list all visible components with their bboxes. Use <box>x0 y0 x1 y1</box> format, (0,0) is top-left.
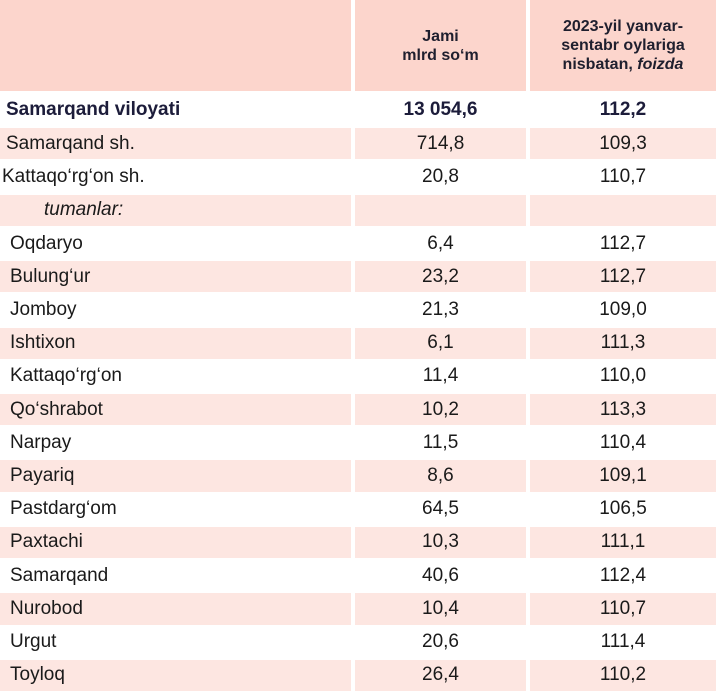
row-name: Narpay <box>0 426 355 461</box>
header-percent-line3: nisbatan, foizda <box>530 55 716 74</box>
row-name: Samarqand <box>0 559 355 594</box>
table-row: Kattaqo‘rg‘on 11,4 110,0 <box>0 359 716 394</box>
row-name: Pastdarg‘om <box>0 492 355 527</box>
row-value: 40,6 <box>353 559 530 594</box>
row-name: Kattaqo‘rg‘on sh. <box>0 160 355 195</box>
row-value: 8,6 <box>353 459 530 494</box>
table-row: Kattaqo‘rg‘on sh. 20,8 110,7 <box>0 160 716 195</box>
row-name: Urgut <box>0 625 355 660</box>
table-row: Nurobod 10,4 110,7 <box>0 592 716 627</box>
row-percent: 111,4 <box>528 625 716 660</box>
row-value: 11,5 <box>353 426 530 461</box>
row-name: Nurobod <box>0 592 355 627</box>
table-row: Qo‘shrabot 10,2 113,3 <box>0 392 716 428</box>
row-name: Jomboy <box>0 293 355 328</box>
total-value: 13 054,6 <box>353 92 530 129</box>
row-value: 714,8 <box>353 127 530 162</box>
header-total: Jami mlrd so‘m <box>353 0 530 93</box>
header-percent-line2: sentabr oylariga <box>561 37 685 54</box>
table-row: Urgut 20,6 111,4 <box>0 625 716 660</box>
table-row: Ishtixon 6,1 111,3 <box>0 326 716 361</box>
row-name: Toyloq <box>0 658 355 693</box>
total-name: Samarqand viloyati <box>0 92 355 129</box>
header-percent-line1: 2023-yil yanvar- <box>562 18 684 35</box>
table-row: Paxtachi 10,3 111,1 <box>0 525 716 561</box>
row-percent: 110,7 <box>528 592 716 627</box>
table-row: Samarqand 40,6 112,4 <box>0 559 716 594</box>
row-percent: 109,3 <box>528 127 716 162</box>
row-percent: 113,3 <box>528 392 716 428</box>
row-value: 6,1 <box>353 326 530 361</box>
row-percent: 110,4 <box>528 426 716 461</box>
row-percent: 112,4 <box>528 559 716 594</box>
row-name: Qo‘shrabot <box>0 392 355 428</box>
header-percent-unit: foizda <box>637 56 684 73</box>
row-percent: 112,7 <box>528 260 716 295</box>
row-name: Samarqand sh. <box>0 127 355 162</box>
row-value: 10,2 <box>353 392 530 428</box>
row-percent: 111,1 <box>528 525 716 561</box>
table-row: Samarqand sh. 714,8 109,3 <box>0 127 716 162</box>
table-row: Jomboy 21,3 109,0 <box>0 293 716 328</box>
row-percent: 112,7 <box>528 226 716 262</box>
table-row: Pastdarg‘om 64,5 106,5 <box>0 492 716 527</box>
row-value: 21,3 <box>353 293 530 328</box>
row-value: 11,4 <box>353 359 530 394</box>
table-row-total: Samarqand viloyati 13 054,6 112,2 <box>0 92 716 129</box>
table-row: Payariq 8,6 109,1 <box>0 459 716 494</box>
row-name: Kattaqo‘rg‘on <box>0 359 355 394</box>
row-value: 64,5 <box>353 492 530 527</box>
row-percent: 109,1 <box>528 459 716 494</box>
subheader-empty <box>353 193 530 228</box>
table-row: Narpay 11,5 110,4 <box>0 426 716 461</box>
row-name: Paxtachi <box>0 525 355 561</box>
subheader-empty <box>528 193 716 228</box>
header-percent-prefix: nisbatan, <box>562 56 638 73</box>
header-percent: 2023-yil yanvar- sentabr oylariga nisbat… <box>528 0 716 93</box>
header-region <box>0 0 355 93</box>
row-value: 23,2 <box>353 260 530 295</box>
subheader-row: tumanlar: <box>0 193 716 228</box>
row-value: 20,6 <box>353 625 530 660</box>
row-percent: 109,0 <box>528 293 716 328</box>
row-name: Bulung‘ur <box>0 260 355 295</box>
header-total-line2: mlrd so‘m <box>402 46 479 64</box>
row-percent: 106,5 <box>528 492 716 527</box>
row-value: 10,4 <box>353 592 530 627</box>
row-name: Payariq <box>0 459 355 494</box>
table-row: Oqdaryo 6,4 112,7 <box>0 226 716 262</box>
row-percent: 110,2 <box>528 658 716 693</box>
header-total-line1: Jami <box>422 27 459 45</box>
table-row: Toyloq 26,4 110,2 <box>0 658 716 693</box>
total-percent: 112,2 <box>528 92 716 129</box>
row-value: 26,4 <box>353 658 530 693</box>
row-name: Oqdaryo <box>0 226 355 262</box>
subheader-label: tumanlar: <box>0 193 355 228</box>
row-percent: 110,7 <box>528 160 716 195</box>
row-value: 6,4 <box>353 226 530 262</box>
header-row: Jami mlrd so‘m 2023-yil yanvar- sentabr … <box>0 0 716 93</box>
row-value: 10,3 <box>353 525 530 561</box>
row-percent: 111,3 <box>528 326 716 361</box>
row-value: 20,8 <box>353 160 530 195</box>
table-row: Bulung‘ur 23,2 112,7 <box>0 260 716 295</box>
row-name: Ishtixon <box>0 326 355 361</box>
row-percent: 110,0 <box>528 359 716 394</box>
